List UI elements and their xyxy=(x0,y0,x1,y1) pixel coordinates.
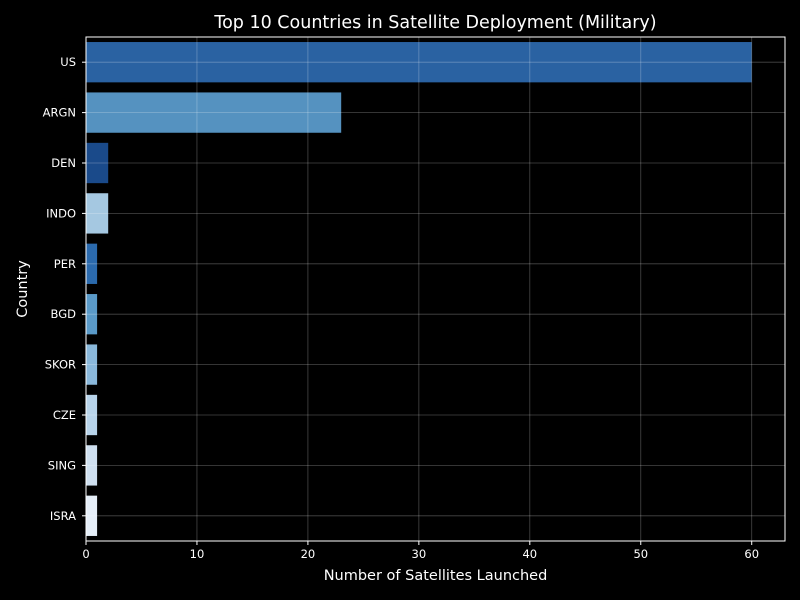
x-axis-ticks: 0 10 20 30 40 50 60 xyxy=(82,541,759,561)
y-tick-label: SKOR xyxy=(45,358,76,372)
bar xyxy=(86,495,98,536)
bar xyxy=(86,142,109,184)
x-tick-label: 60 xyxy=(744,547,759,561)
x-tick-label: 20 xyxy=(301,547,316,561)
y-tick-label: ARGN xyxy=(43,106,76,120)
x-tick-label: 0 xyxy=(82,547,89,561)
plot-frame xyxy=(85,36,786,542)
bar xyxy=(86,344,98,385)
chart-title: Top 10 Countries in Satellite Deployment… xyxy=(213,13,656,33)
grid xyxy=(85,37,785,541)
y-tick-label: INDO xyxy=(46,206,76,220)
bars xyxy=(86,42,752,536)
y-tick-label: DEN xyxy=(51,156,76,170)
y-axis-ticks: US ARGN DEN INDO PER BGD SKOR CZE SING ISRA xyxy=(43,55,86,523)
bar xyxy=(86,92,342,133)
bar xyxy=(86,243,98,284)
x-tick-label: 50 xyxy=(633,547,648,561)
y-tick-label: ISRA xyxy=(50,509,76,523)
bar xyxy=(86,193,109,234)
y-tick-label: BGD xyxy=(51,307,77,321)
x-tick-label: 10 xyxy=(190,547,205,561)
y-tick-label: CZE xyxy=(53,408,76,422)
bar xyxy=(86,394,98,436)
y-tick-label: US xyxy=(60,55,76,69)
bar xyxy=(86,42,752,83)
bar xyxy=(86,445,98,486)
bar xyxy=(86,294,98,335)
y-tick-label: SING xyxy=(48,458,76,472)
x-axis-label: Number of Satellites Launched xyxy=(324,568,548,584)
x-tick-label: 30 xyxy=(412,547,427,561)
x-tick-label: 40 xyxy=(522,547,537,561)
y-tick-label: PER xyxy=(54,257,76,271)
y-axis-label: Country xyxy=(15,260,31,318)
